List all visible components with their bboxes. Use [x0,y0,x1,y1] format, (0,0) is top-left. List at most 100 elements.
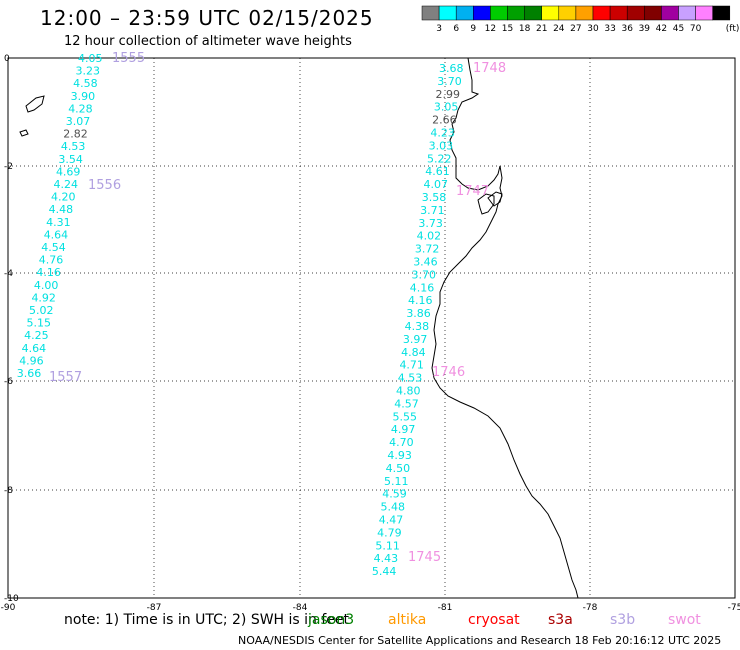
lat-lon-grid [8,58,735,598]
wave-height-value: 4.07 [424,178,449,191]
lon-label: -87 [147,603,162,613]
wave-height-value: 4.61 [425,165,450,178]
colorbar-swatch [455,5,474,21]
wave-height-value: 4.97 [391,423,416,436]
wave-height-value: 3.66 [17,367,42,380]
wave-height-value: 5.44 [372,565,397,578]
wave-height-value: 4.79 [377,526,402,539]
wave-height-value: 3.07 [66,115,91,128]
note-row: note: 1) Time is in UTC; 2) SWH is in fe… [64,612,353,628]
wave-height-value: 3.46 [413,256,438,269]
colorbar-swatch [421,5,440,21]
colorbar-swatch [524,5,542,21]
wave-height-value: 4.59 [382,488,407,501]
legend-altika: altika [388,612,427,628]
colorbar-label: 24 [553,24,565,34]
wave-height-value: 2.66 [432,114,457,127]
wave-height-value: 3.97 [403,333,428,346]
lon-label: -90 [1,603,16,613]
map-frame [7,57,736,599]
wave-height-value: 5.55 [393,410,418,423]
axis-labels: 0 -2 -4 -6 -8 -10-90 -87 -84 -81 -78 -75 [1,54,740,613]
colorbar-swatch [626,5,645,21]
colorbar-swatch [473,5,491,21]
legend-jason3: jason3 [308,612,355,628]
wave-height-value: 4.24 [54,178,79,191]
colorbar-label: 9 [470,24,476,34]
wave-height-value: 4.70 [389,436,414,449]
colorbar-label: 3 [436,24,442,34]
wave-height-value: 4.53 [61,140,86,153]
lat-label: -10 [4,594,19,604]
lon-label: -78 [583,603,598,613]
wave-height-value: 4.23 [430,127,455,140]
wave-height-value: 4.54 [41,241,66,254]
colorbar-label: 45 [673,24,684,34]
colorbar-swatch [712,5,731,21]
colorbar: 3 6 9 12 15 18 21 24 27 30 33 36 39 42 45 70 (ft) [421,5,739,34]
legend-s3a: s3a [548,612,573,628]
wave-height-value: 3.23 [76,65,101,78]
wave-height-value: 4.47 [379,514,404,527]
colorbar-swatch [609,5,628,21]
colorbar-label: 36 [621,24,633,34]
note-text: note: 1) Time is in UTC; 2) SWH is in fe… [64,612,350,628]
legend-s3b: s3b [610,612,636,628]
wave-height-value: 4.05 [78,52,103,65]
lat-label: 0 [4,54,10,64]
colorbar-swatch [644,5,662,21]
colorbar-label: 42 [656,24,667,34]
colorbar-label: 12 [485,24,496,34]
wave-height-value: 3.90 [71,90,96,103]
pass-label: 1557 [49,370,82,385]
wave-height-value: 4.28 [68,102,93,115]
lat-label: -6 [4,377,13,387]
pass-label: 1555 [112,51,145,66]
colorbar-swatch [592,5,611,21]
colorbar-label: 15 [502,24,513,34]
wave-height-value: 4.80 [396,385,421,398]
colorbar-label: 70 [690,24,702,34]
wave-height-value: 4.64 [22,342,47,355]
colorbar-swatch [695,5,713,21]
colorbar-label: 18 [519,24,531,34]
coastline [19,57,579,599]
wave-height-value: 2.82 [63,128,88,141]
wave-height-value: 3.03 [429,139,454,152]
wave-height-value: 3.86 [406,307,431,320]
wave-height-value: 3.71 [420,204,445,217]
wave-height-value: 4.38 [405,320,430,333]
wave-height-value: 3.70 [411,268,436,281]
wave-height-value: 3.72 [415,243,440,256]
wave-height-value: 4.00 [34,279,59,292]
wave-height-value: 4.25 [24,329,48,342]
wave-height-value: 4.69 [56,165,80,178]
wave-height-value: 4.96 [19,354,44,367]
lat-label: -8 [4,486,13,496]
colorbar-label: 6 [453,24,459,34]
colorbar-label: 33 [604,24,615,34]
wave-height-value: 4.64 [44,228,68,241]
wave-height-value: 4.57 [394,397,419,410]
colorbar-swatch [541,5,560,21]
wave-height-value: 4.16 [410,281,435,294]
lon-label: -75 [728,603,740,613]
credit-line: NOAA/NESDIS Center for Satellite Applica… [238,634,722,647]
colorbar-label: 30 [587,24,599,34]
wave-height-value: 4.84 [401,346,426,359]
legend-swot: swot [668,612,701,628]
wave-height-value: 5.11 [384,475,409,488]
colorbar-swatch [661,5,679,21]
wave-height-value: 4.43 [374,552,399,565]
wave-height-value: 5.11 [375,539,400,552]
pass-label: 1748 [473,61,506,76]
wave-height-value: 4.93 [387,449,412,462]
track-1555: 4.053.234.583.904.283.072.824.533.544.69… [17,52,103,380]
wave-height-value: 3.54 [58,153,83,166]
wave-height-value: 4.58 [73,77,98,90]
wave-height-value: 3.68 [439,62,464,75]
wave-height-value: 5.15 [27,317,52,330]
colorbar-swatch [575,5,594,21]
colorbar-swatch [558,5,577,21]
wave-height-value: 4.02 [417,230,442,243]
